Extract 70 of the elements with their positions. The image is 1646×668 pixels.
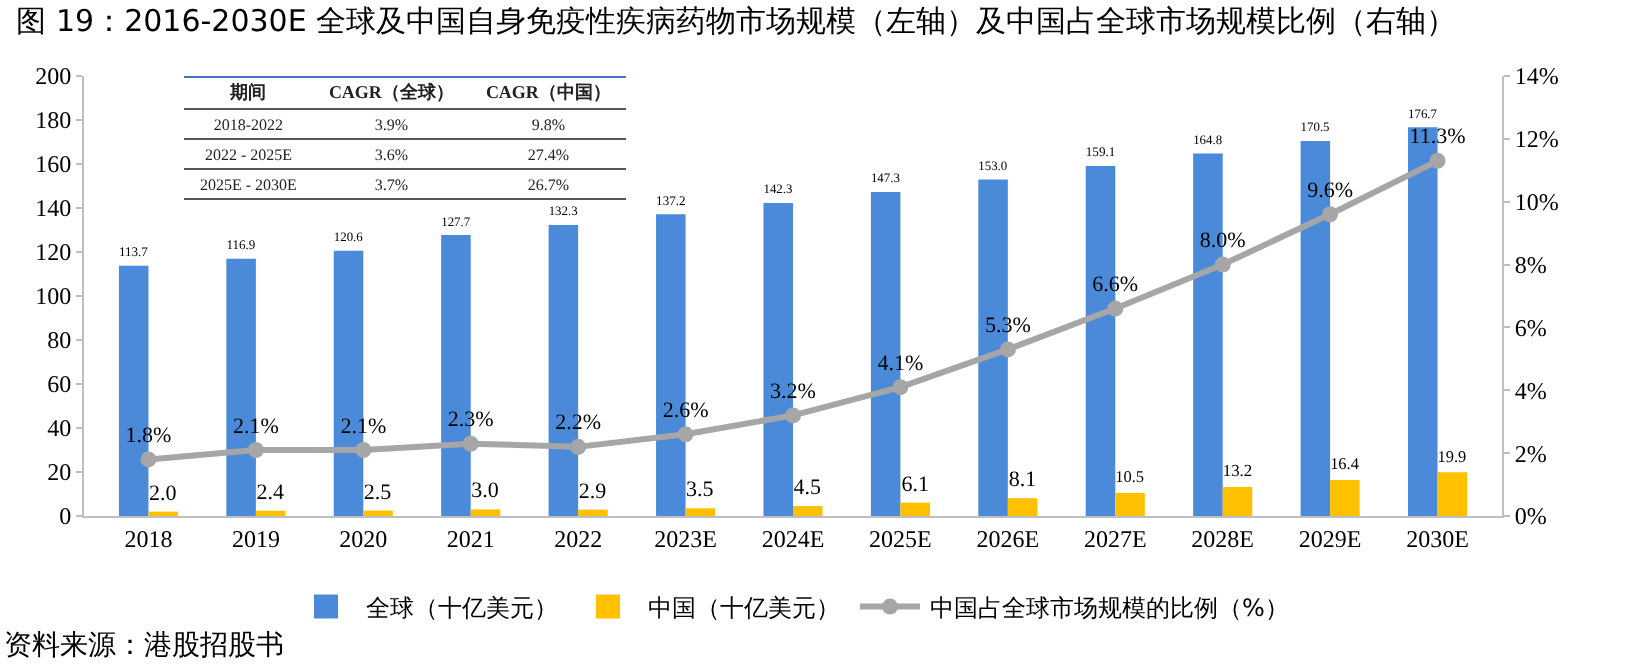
y-tick-label: 0 [59, 502, 72, 531]
data-label: 3.0 [471, 479, 500, 504]
y2-tick-label: 10% [1514, 188, 1559, 217]
data-label: 5.3% [984, 313, 1031, 338]
annotation: 2018-2022 [184, 109, 313, 139]
y-tick-label: 20 [47, 458, 72, 487]
x-tick-label: 2029E [1298, 524, 1362, 553]
y2-tick-label: 4% [1514, 376, 1547, 405]
data-label: 10.5 [1115, 468, 1145, 487]
x-tick-label: 2023E [654, 524, 717, 553]
data-label: 2.5 [363, 480, 393, 505]
data-label: 11.3% [1409, 125, 1466, 150]
annotation: 3.9% [312, 109, 470, 139]
legend-label: 全球（十亿美元） [366, 593, 558, 622]
annotation: 3.7% [312, 169, 470, 199]
y2-tick-label: 14% [1514, 62, 1559, 91]
x-tick-label: 2025E [869, 524, 932, 553]
annotation: 3.6% [312, 139, 470, 169]
legend-label: 中国（十亿美元） [648, 593, 840, 622]
y-tick-label: 160 [35, 150, 72, 179]
data-label: 4.1% [877, 351, 924, 376]
data-label: 3.5 [686, 478, 715, 503]
x-tick-label: 2021 [446, 524, 495, 553]
annotation: 2022 - 2025E [184, 139, 313, 169]
text: 资料来源：港股招股书 [4, 628, 284, 664]
x-tick-label: 2030E [1406, 524, 1469, 553]
x-tick-label: 2027E [1083, 524, 1147, 553]
data-label: 2.6% [662, 398, 709, 423]
y2-tick-label: 6% [1514, 313, 1547, 342]
x-tick-label: 2018 [124, 524, 173, 553]
y-tick-label: 120 [35, 238, 72, 267]
x-tick-label: 2028E [1191, 524, 1255, 553]
x-tick-label: 2024E [761, 524, 825, 553]
data-label: 19.9 [1437, 447, 1467, 466]
data-label: 2.4 [256, 480, 285, 505]
annotation: 2025E - 2030E [184, 169, 313, 199]
data-label: 2.0 [148, 481, 178, 506]
x-tick-label: 2019 [231, 524, 280, 553]
y2-tick-label: 8% [1514, 250, 1547, 279]
legend-label: 中国占全球市场规模的比例（%） [930, 593, 1289, 622]
y2-tick-label: 2% [1514, 439, 1547, 468]
data-label: 8.1 [1008, 468, 1037, 493]
annotation: 26.7% [469, 169, 627, 199]
data-label: 16.4 [1330, 455, 1359, 474]
y-tick-label: 100 [35, 282, 72, 311]
y2-tick-label: 0% [1514, 502, 1547, 531]
y2-tick-label: 12% [1514, 125, 1559, 154]
annotation: 27.4% [469, 139, 627, 169]
y-tick-label: 200 [35, 62, 72, 91]
y-tick-label: 60 [47, 370, 72, 399]
annotation: CAGR（中国） [469, 77, 627, 109]
x-tick-label: 2020 [339, 524, 388, 553]
data-label: 13.2 [1222, 460, 1253, 481]
data-label: 2.1% [340, 414, 387, 439]
data-label: 6.6% [1092, 273, 1139, 298]
y-tick-label: 180 [35, 106, 72, 135]
annotation: 期间 [184, 77, 313, 109]
data-label: 2.1% [232, 414, 279, 439]
data-label: 6.1 [901, 472, 929, 497]
data-label: 4.5 [793, 476, 823, 501]
annotation: 9.8% [469, 109, 627, 139]
annotation: CAGR（全球） [312, 77, 470, 109]
x-tick-label: 2026E [976, 524, 1040, 553]
x-tick-label: 2022 [554, 524, 603, 553]
y-tick-label: 140 [35, 194, 72, 223]
chart-title: 图 19：2016-2030E 全球及中国自身免疫性疾病药物市场规模（左轴）及中国占全球市场规模比例（右轴） [16, 3, 1457, 40]
data-label: 3.2% [770, 379, 816, 404]
data-label: 2.9 [578, 479, 608, 504]
y-tick-label: 80 [47, 326, 72, 355]
y-tick-label: 40 [47, 414, 72, 443]
